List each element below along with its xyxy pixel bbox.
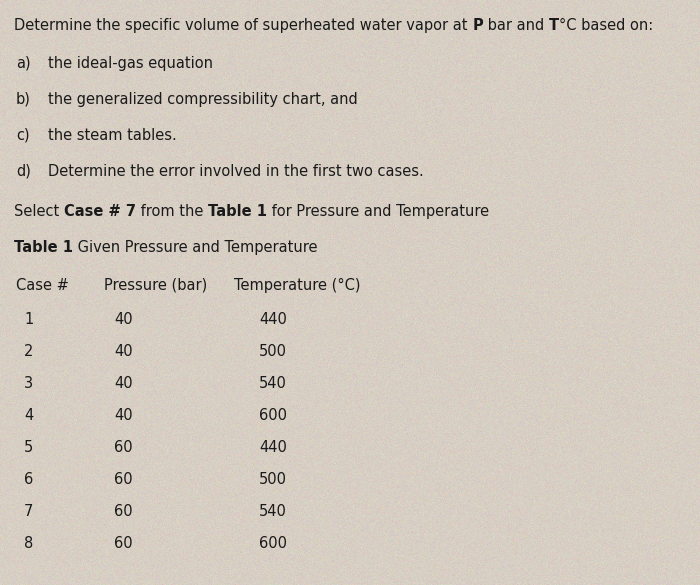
Text: Determine the error involved in the first two cases.: Determine the error involved in the firs… — [48, 164, 424, 179]
Text: 600: 600 — [259, 536, 287, 551]
Text: 60: 60 — [114, 536, 132, 551]
Text: the steam tables.: the steam tables. — [48, 128, 176, 143]
Text: P: P — [472, 18, 483, 33]
Text: Case # 7: Case # 7 — [64, 204, 136, 219]
Text: c): c) — [16, 128, 29, 143]
Text: from the: from the — [136, 204, 208, 219]
Text: 500: 500 — [259, 472, 287, 487]
Text: 500: 500 — [259, 344, 287, 359]
Text: 7: 7 — [24, 504, 34, 519]
Text: 440: 440 — [259, 312, 287, 327]
Text: d): d) — [16, 164, 31, 179]
Text: Pressure (bar): Pressure (bar) — [104, 278, 207, 293]
Text: 40: 40 — [114, 376, 132, 391]
Text: 40: 40 — [114, 408, 132, 423]
Text: Given Pressure and Temperature: Given Pressure and Temperature — [73, 240, 318, 255]
Text: 40: 40 — [114, 344, 132, 359]
Text: °C based on:: °C based on: — [559, 18, 653, 33]
Text: Select: Select — [14, 204, 64, 219]
Text: 600: 600 — [259, 408, 287, 423]
Text: the generalized compressibility chart, and: the generalized compressibility chart, a… — [48, 92, 358, 107]
Text: 40: 40 — [114, 312, 132, 327]
Text: 540: 540 — [259, 504, 287, 519]
Text: T: T — [549, 18, 559, 33]
Text: b): b) — [16, 92, 31, 107]
Text: 60: 60 — [114, 472, 132, 487]
Text: 3: 3 — [24, 376, 33, 391]
Text: a): a) — [16, 56, 31, 71]
Text: 6: 6 — [24, 472, 34, 487]
Text: Table 1: Table 1 — [208, 204, 267, 219]
Text: bar and: bar and — [483, 18, 549, 33]
Text: Temperature (°C): Temperature (°C) — [234, 278, 360, 293]
Text: 60: 60 — [114, 440, 132, 455]
Text: the ideal-gas equation: the ideal-gas equation — [48, 56, 213, 71]
Text: 8: 8 — [24, 536, 34, 551]
Text: Determine the specific volume of superheated water vapor at: Determine the specific volume of superhe… — [14, 18, 472, 33]
Text: Table 1: Table 1 — [14, 240, 73, 255]
Text: 440: 440 — [259, 440, 287, 455]
Text: 1: 1 — [24, 312, 34, 327]
Text: 4: 4 — [24, 408, 34, 423]
Text: 2: 2 — [24, 344, 34, 359]
Text: Case #: Case # — [16, 278, 69, 293]
Text: 540: 540 — [259, 376, 287, 391]
Text: 5: 5 — [24, 440, 34, 455]
Text: for Pressure and Temperature: for Pressure and Temperature — [267, 204, 489, 219]
Text: 60: 60 — [114, 504, 132, 519]
